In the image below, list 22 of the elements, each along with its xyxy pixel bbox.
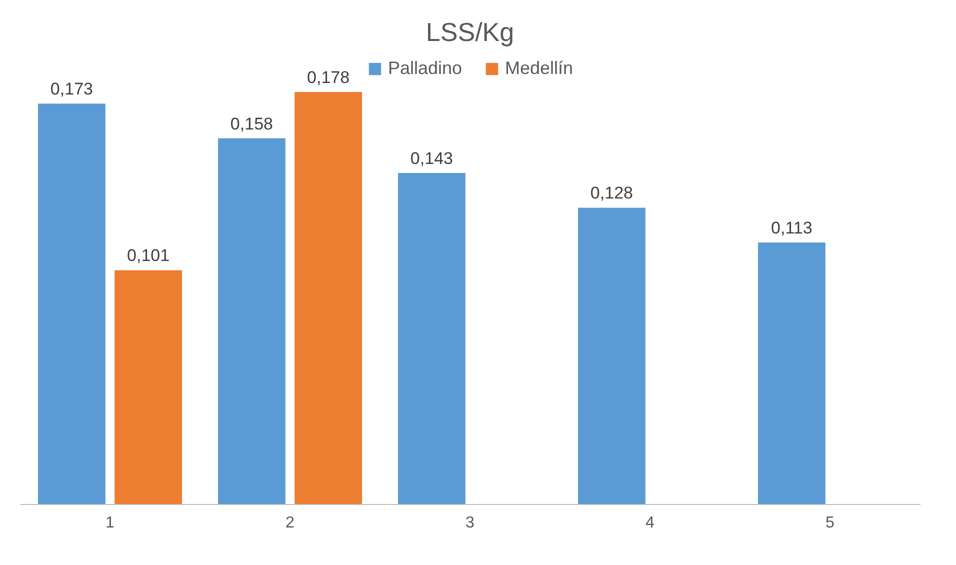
data-label: 0,173 xyxy=(50,80,93,99)
bar xyxy=(578,208,646,504)
data-label: 0,113 xyxy=(771,218,812,238)
x-tick-label: 1 xyxy=(106,514,115,532)
x-tick-label: 5 xyxy=(826,514,835,532)
data-label: 0,128 xyxy=(590,184,633,203)
chart-title: LSS/Kg xyxy=(426,17,514,47)
bar xyxy=(758,242,826,504)
x-tick-label: 3 xyxy=(466,514,475,532)
bar xyxy=(398,173,466,504)
legend-label: Palladino xyxy=(388,58,462,78)
data-label: 0,143 xyxy=(410,149,453,168)
bar xyxy=(38,104,106,504)
bar xyxy=(294,92,362,504)
legend-label: Medellín xyxy=(505,58,574,78)
x-tick-label: 2 xyxy=(286,514,295,532)
data-label: 0,158 xyxy=(230,114,273,134)
data-label: 0,101 xyxy=(127,246,170,266)
x-tick-label: 4 xyxy=(646,514,655,532)
bar xyxy=(114,270,182,504)
bar xyxy=(218,138,286,504)
data-label: 0,178 xyxy=(307,68,350,87)
